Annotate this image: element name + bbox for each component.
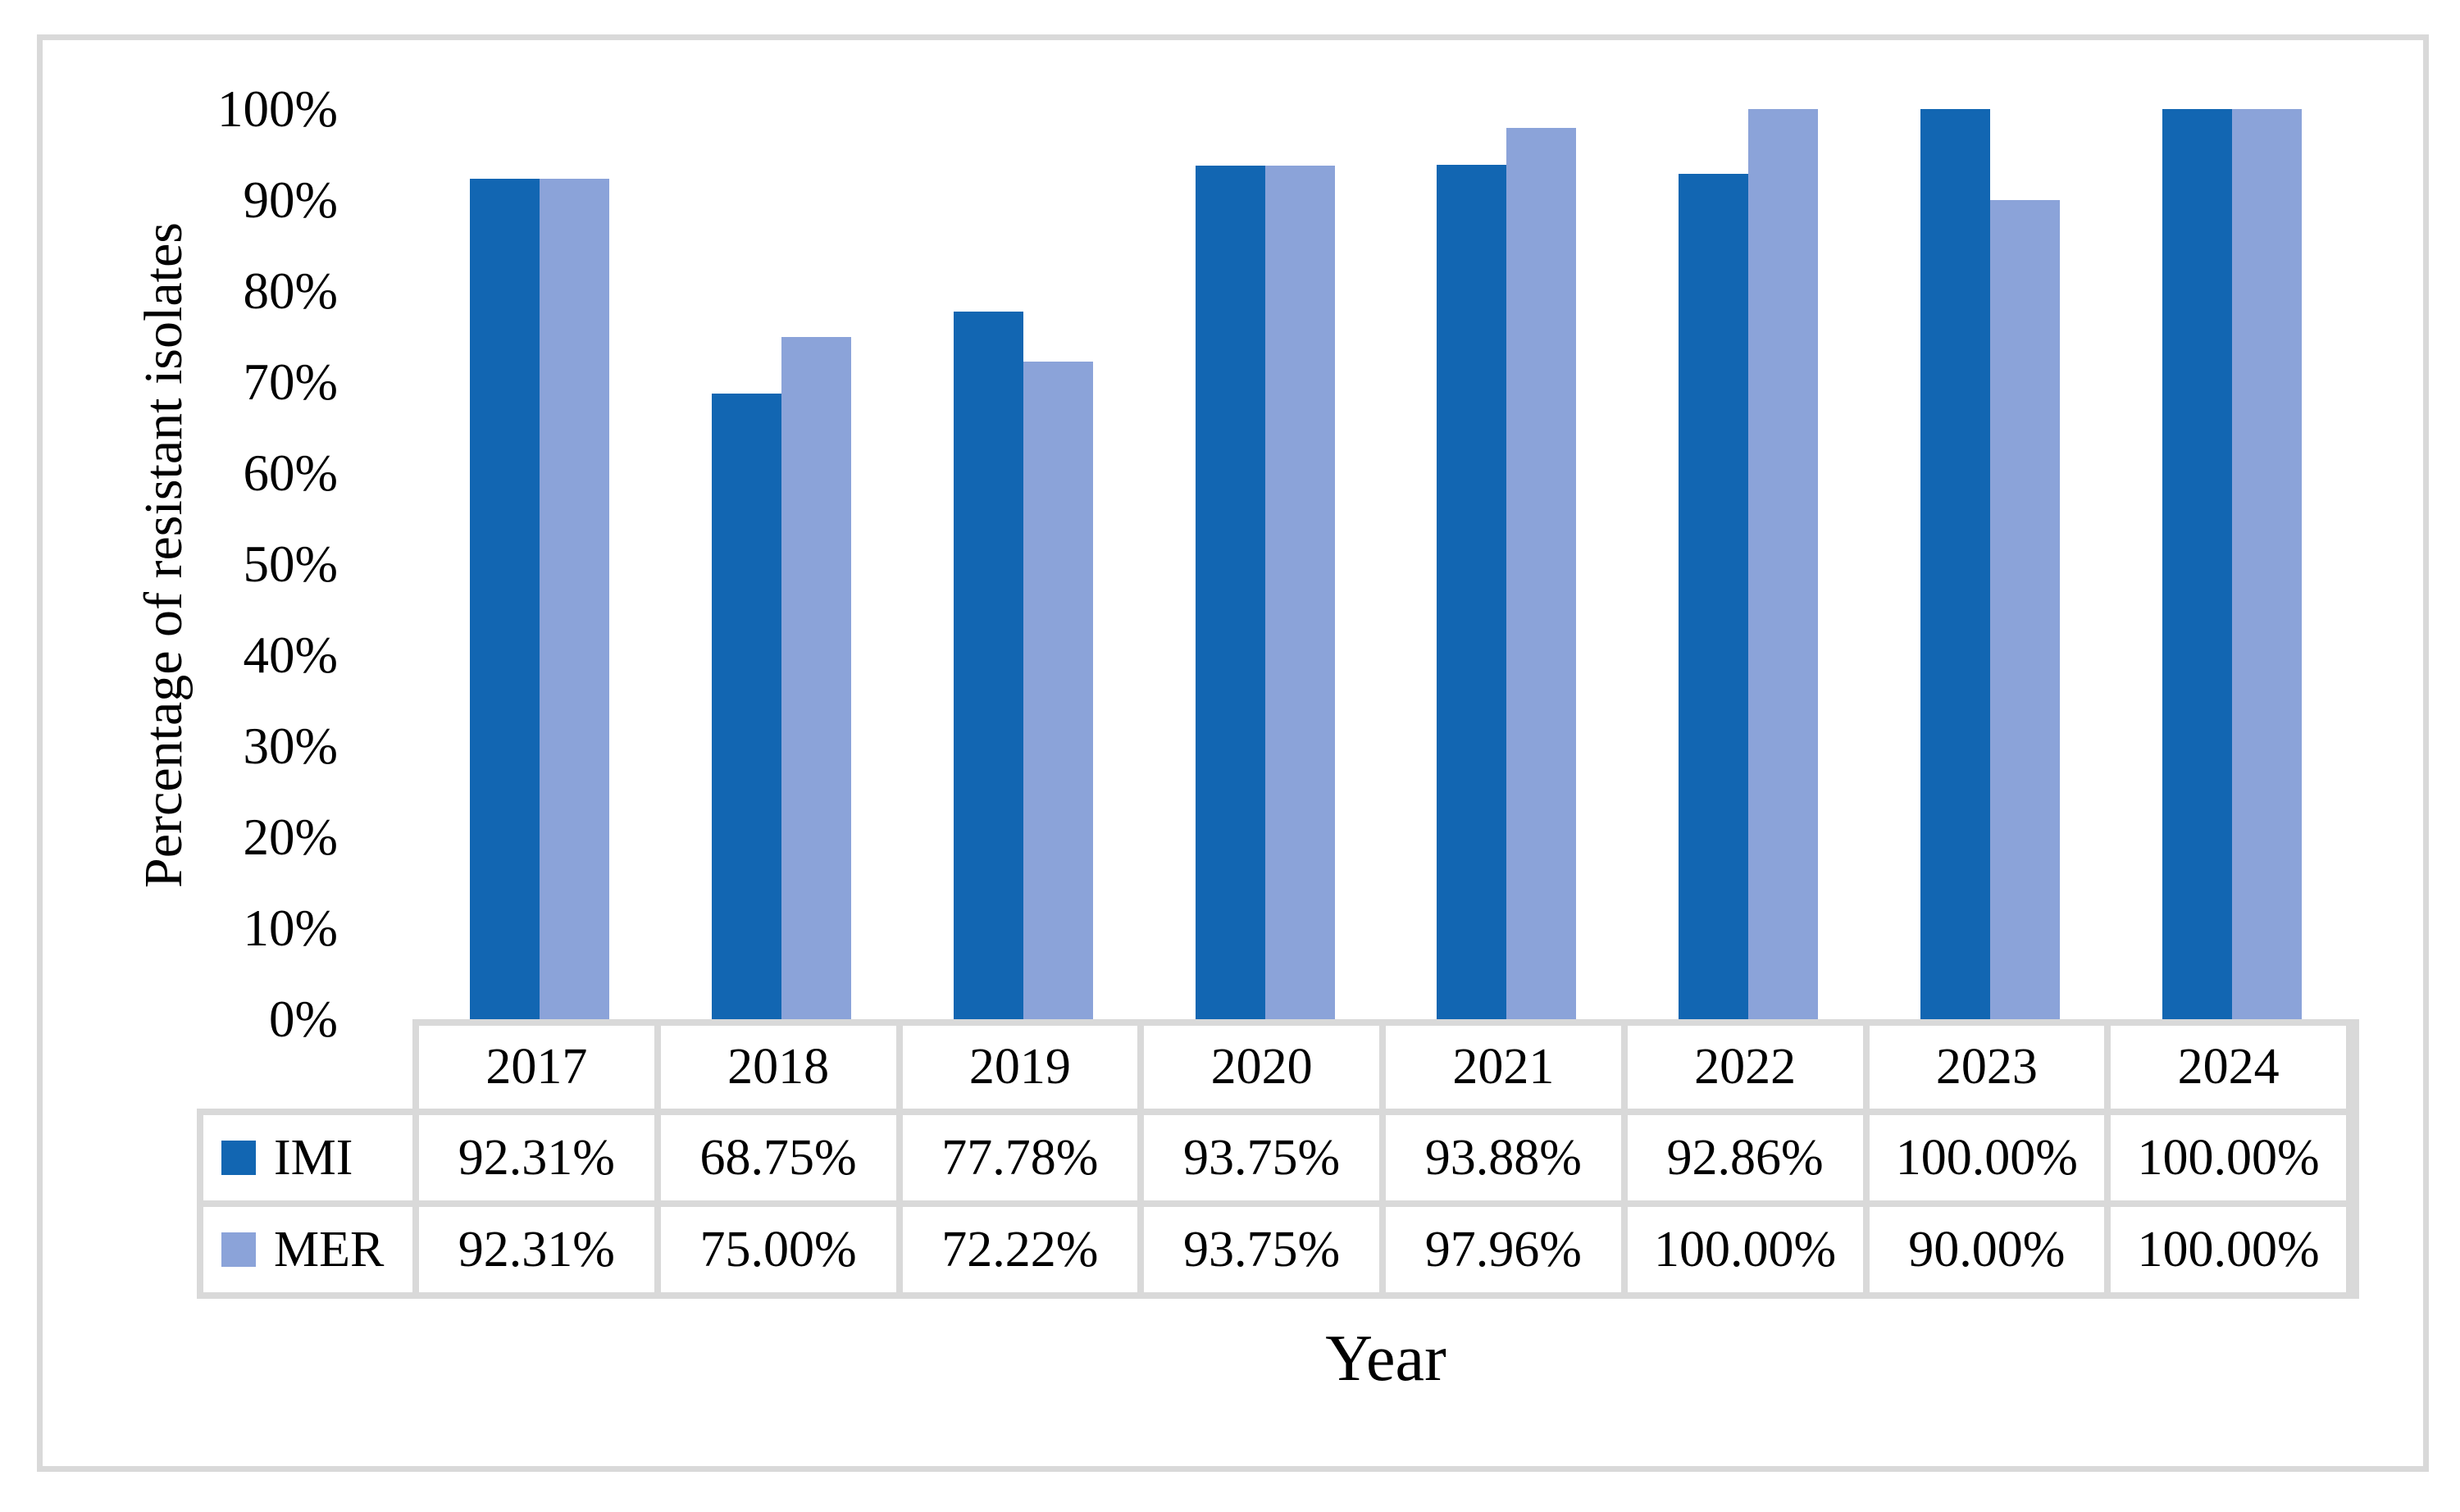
y-tick-label: 50% — [243, 535, 338, 593]
legend-label: MER — [274, 1221, 385, 1277]
table-cell-MER-2019: 72.22% — [902, 1207, 1138, 1292]
bar-MER-2017 — [540, 179, 610, 1019]
bar-MER-2023 — [1989, 200, 2060, 1019]
table-cell-MER-2024: 100.00% — [2111, 1207, 2346, 1292]
legend-label: IMI — [274, 1129, 353, 1186]
y-tick-label: 60% — [243, 444, 338, 502]
table-cell-IMI-2022: 92.86% — [1627, 1115, 1863, 1200]
bar-IMI-2019 — [953, 311, 1023, 1019]
y-tick-label: 30% — [243, 717, 338, 775]
bar-IMI-2024 — [2162, 109, 2232, 1019]
bar-IMI-2022 — [1679, 174, 1749, 1019]
y-tick-label: 40% — [243, 626, 338, 684]
bar-IMI-2018 — [712, 393, 782, 1019]
table-cell-year-2019: 2019 — [902, 1026, 1138, 1109]
legend-cell-IMI: IMI — [203, 1115, 412, 1200]
table-cell-MER-2017: 92.31% — [419, 1207, 654, 1292]
bar-MER-2019 — [1023, 362, 1093, 1019]
bar-IMI-2017 — [470, 179, 540, 1019]
table-cell-MER-2023: 90.00% — [1869, 1207, 2105, 1292]
table-cell-IMI-2018: 68.75% — [660, 1115, 896, 1200]
table-cell-IMI-2020: 93.75% — [1144, 1115, 1379, 1200]
table-cell-year-2023: 2023 — [1869, 1026, 2105, 1109]
table-cell-IMI-2019: 77.78% — [902, 1115, 1138, 1200]
table-cell-MER-2021: 97.96% — [1386, 1207, 1621, 1292]
table-cell-year-2022: 2022 — [1627, 1026, 1863, 1109]
table-cell-year-2020: 2020 — [1144, 1026, 1379, 1109]
table-cell-IMI-2024: 100.00% — [2111, 1115, 2346, 1200]
y-tick-label: 10% — [243, 899, 338, 957]
y-tick-label: 100% — [217, 80, 338, 138]
table-cell-IMI-2023: 100.00% — [1869, 1115, 2105, 1200]
bar-MER-2024 — [2231, 109, 2302, 1019]
x-axis-title: Year — [1325, 1323, 1446, 1395]
bar-MER-2018 — [781, 336, 852, 1019]
y-tick-label: 80% — [243, 262, 338, 320]
y-tick-label: 20% — [243, 808, 338, 866]
bar-MER-2020 — [1264, 166, 1335, 1019]
table-cell-IMI-2021: 93.88% — [1386, 1115, 1621, 1200]
legend-cell-MER: MER — [203, 1207, 412, 1292]
table-cell-year-2017: 2017 — [419, 1026, 654, 1109]
bar-IMI-2020 — [1195, 166, 1265, 1019]
y-tick-label: 70% — [243, 353, 338, 411]
table-cell-year-2024: 2024 — [2111, 1026, 2346, 1109]
table-cell-IMI-2017: 92.31% — [419, 1115, 654, 1200]
bar-IMI-2021 — [1437, 164, 1507, 1019]
table-cell-year-2018: 2018 — [660, 1026, 896, 1109]
bar-MER-2021 — [1506, 127, 1577, 1019]
bar-MER-2022 — [1748, 109, 1819, 1019]
y-tick-label: 0% — [269, 991, 338, 1048]
table-cell-MER-2022: 100.00% — [1627, 1207, 1863, 1292]
table-cell-MER-2018: 75.00% — [660, 1207, 896, 1292]
legend-swatch-MER — [221, 1232, 256, 1267]
table-cell-MER-2020: 93.75% — [1144, 1207, 1379, 1292]
table-cell-year-2021: 2021 — [1386, 1026, 1621, 1109]
bar-IMI-2023 — [1920, 109, 1990, 1019]
y-tick-label: 90% — [243, 171, 338, 229]
legend-swatch-IMI — [221, 1141, 256, 1175]
